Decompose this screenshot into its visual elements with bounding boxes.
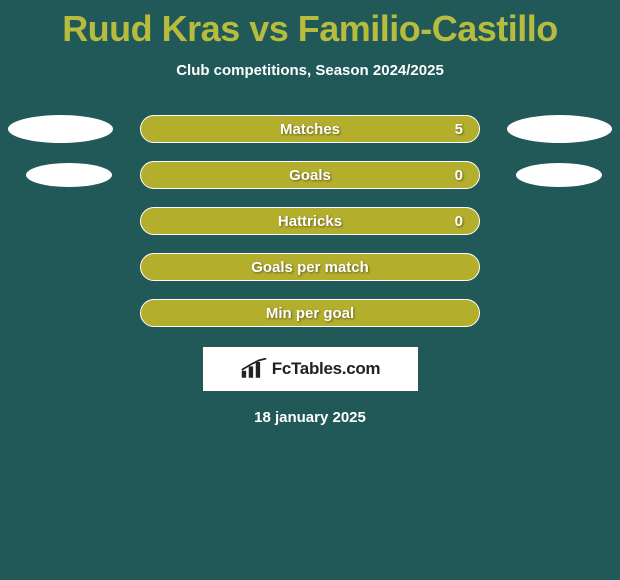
- stat-row-hattricks: Hattricks 0: [0, 207, 620, 235]
- stat-label: Min per goal: [266, 305, 354, 322]
- stat-label: Hattricks: [278, 213, 342, 230]
- ellipse-right-icon: [516, 163, 602, 187]
- ellipse-left-icon: [8, 115, 113, 143]
- stat-bar: Hattricks 0: [140, 207, 480, 235]
- stat-bar: Min per goal: [140, 299, 480, 327]
- stat-value-right: 5: [455, 121, 463, 138]
- date-text: 18 january 2025: [254, 409, 366, 426]
- logo-text: FcTables.com: [272, 359, 381, 379]
- stat-bar: Goals 0: [140, 161, 480, 189]
- stat-row-goals-per-match: Goals per match: [0, 253, 620, 281]
- stat-row-matches: Matches 5: [0, 115, 620, 143]
- stat-value-right: 0: [455, 167, 463, 184]
- stat-label: Goals per match: [251, 259, 369, 276]
- stats-block: Matches 5 Goals 0 Hattricks 0: [0, 115, 620, 327]
- page-title: Ruud Kras vs Familio-Castillo: [62, 8, 558, 50]
- ellipse-right-icon: [507, 115, 612, 143]
- bar-chart-icon: [240, 358, 268, 380]
- stat-bar: Goals per match: [140, 253, 480, 281]
- stat-row-min-per-goal: Min per goal: [0, 299, 620, 327]
- stat-label: Matches: [280, 121, 340, 138]
- page-subtitle: Club competitions, Season 2024/2025: [176, 62, 444, 79]
- stat-row-goals: Goals 0: [0, 161, 620, 189]
- stat-bar: Matches 5: [140, 115, 480, 143]
- ellipse-left-icon: [26, 163, 112, 187]
- infographic-container: Ruud Kras vs Familio-Castillo Club compe…: [0, 0, 620, 580]
- stat-label: Goals: [289, 167, 331, 184]
- stat-value-right: 0: [455, 213, 463, 230]
- logo-box: FcTables.com: [203, 347, 418, 391]
